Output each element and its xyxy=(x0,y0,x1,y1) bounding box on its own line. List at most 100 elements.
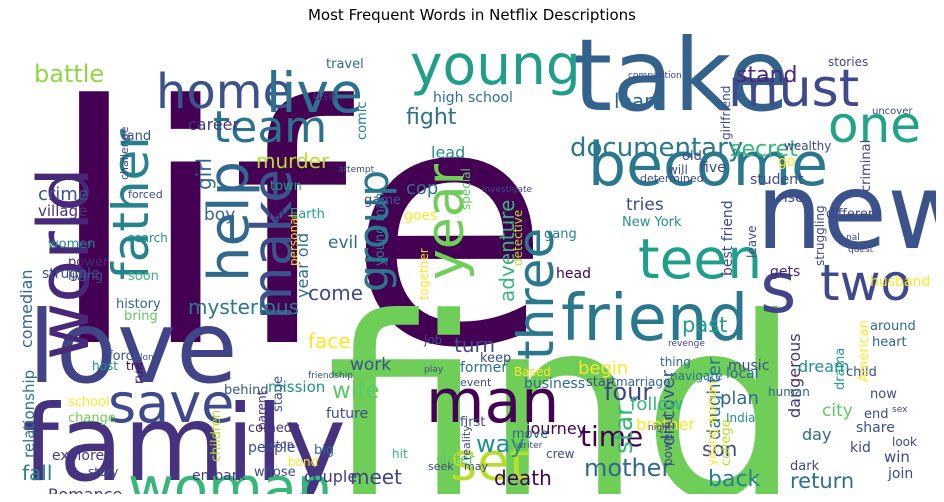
word-four: four xyxy=(604,378,652,406)
word-run: run xyxy=(132,362,147,384)
word-mission: mission xyxy=(268,378,325,396)
word-town: town xyxy=(270,179,302,194)
word-daughter: daughter xyxy=(704,357,725,440)
word-find: find xyxy=(326,264,801,494)
word-husband: husband xyxy=(870,274,930,290)
word-writer: writer xyxy=(516,441,543,451)
word-history: history xyxy=(116,297,161,312)
word-stand: stand xyxy=(736,63,797,88)
word-wealthy: wealthy xyxy=(784,139,831,153)
word-parent: parent xyxy=(255,390,269,430)
word-meet: meet xyxy=(350,465,402,489)
word-personal: personal xyxy=(287,214,301,266)
word-human: human xyxy=(768,385,810,399)
word-embark: embark xyxy=(192,468,246,484)
word-murder: murder xyxy=(256,149,330,173)
word-night: night xyxy=(648,423,672,433)
word-best-friend: best friend xyxy=(720,200,736,276)
word-search: search xyxy=(128,231,168,245)
word-local: local xyxy=(726,366,759,382)
word-future: future xyxy=(326,406,368,422)
word-tries: tries xyxy=(626,195,664,215)
word-secret: secret xyxy=(730,137,798,162)
word-family: family xyxy=(22,383,346,494)
word-home: home xyxy=(156,64,292,120)
word-first: first xyxy=(460,415,485,430)
word-s: s xyxy=(760,247,796,329)
word-explore: explore xyxy=(52,448,104,464)
word-land: land xyxy=(123,129,151,144)
word-head: head xyxy=(556,266,591,282)
word-play: play xyxy=(424,365,444,375)
word-go: go xyxy=(778,154,795,170)
word-make: make xyxy=(240,169,304,320)
word-plan: plan xyxy=(720,388,759,409)
word-time: time xyxy=(580,420,643,453)
word-friendship: friendship xyxy=(308,371,353,381)
word-dangerous: dangerous xyxy=(785,333,804,418)
word-man: man xyxy=(426,367,559,437)
word-end: end xyxy=(864,407,889,422)
word-comic: comic xyxy=(355,101,370,140)
word-struggling: struggling xyxy=(813,205,827,266)
word-learn: learn xyxy=(614,89,665,113)
word-big: big xyxy=(314,443,334,458)
word-son: son xyxy=(702,437,737,461)
word-friend: friend xyxy=(561,282,748,356)
word-father: father xyxy=(102,129,160,280)
word-use: use xyxy=(313,89,336,104)
word-criminal: criminal xyxy=(859,140,874,192)
word-boy: boy xyxy=(204,205,235,225)
word-young-woman: young woman xyxy=(705,381,719,466)
word-keep: keep xyxy=(480,351,511,366)
word-adventure: adventure xyxy=(495,200,519,302)
word-long: long xyxy=(140,353,159,363)
word-become: become xyxy=(588,130,828,200)
word-comedy: comedy xyxy=(248,421,300,436)
word-will: will xyxy=(668,163,688,177)
word-dream: dream xyxy=(798,357,850,376)
word-seek: seek xyxy=(428,460,454,473)
word-based: Based xyxy=(514,365,551,379)
word-child: child xyxy=(846,365,877,380)
word-dark: dark xyxy=(790,459,820,474)
word-world: world xyxy=(23,167,105,360)
word-live: live xyxy=(266,61,363,125)
word-hit: hit xyxy=(392,447,408,461)
word-battle: battle xyxy=(34,60,104,88)
word-woman: woman xyxy=(128,456,332,494)
word-journey: journey xyxy=(525,419,586,438)
word-detective: detective xyxy=(511,210,525,266)
word-bring: bring xyxy=(124,309,158,324)
word-star: star xyxy=(609,405,638,454)
word-sex: sex xyxy=(892,405,908,415)
word-romance: Romance xyxy=(48,485,122,494)
word-young-man: young man xyxy=(373,193,388,266)
word-host: host xyxy=(92,359,118,373)
word-back: back xyxy=(708,467,761,492)
word-girlfriend: girlfriend xyxy=(719,86,733,140)
word-set: set xyxy=(450,433,529,493)
word-cop: cop xyxy=(406,178,438,199)
word-former: former xyxy=(460,360,507,376)
word-uncover: uncover xyxy=(872,106,913,117)
word-people: people xyxy=(248,440,295,456)
word-tale: tale xyxy=(268,209,293,224)
word-bond: bond xyxy=(288,455,318,469)
word-love: love xyxy=(28,289,238,406)
word-earth: Earth xyxy=(290,207,325,222)
word-heart: heart xyxy=(872,335,907,350)
word-fall: fall xyxy=(22,461,52,485)
word-marriage: marriage xyxy=(616,375,670,389)
word-begin: begin xyxy=(578,358,628,379)
word-revenge: revenge xyxy=(668,339,705,349)
word-evil: evil xyxy=(328,233,358,253)
word-investigate: investigate xyxy=(482,185,533,195)
word-soon: soon xyxy=(128,269,159,284)
word-team: team xyxy=(213,102,327,153)
word-city: city xyxy=(822,401,853,421)
word-leave: leave xyxy=(745,225,759,258)
word-stage: stage xyxy=(271,376,286,412)
word-together: together xyxy=(417,248,431,300)
